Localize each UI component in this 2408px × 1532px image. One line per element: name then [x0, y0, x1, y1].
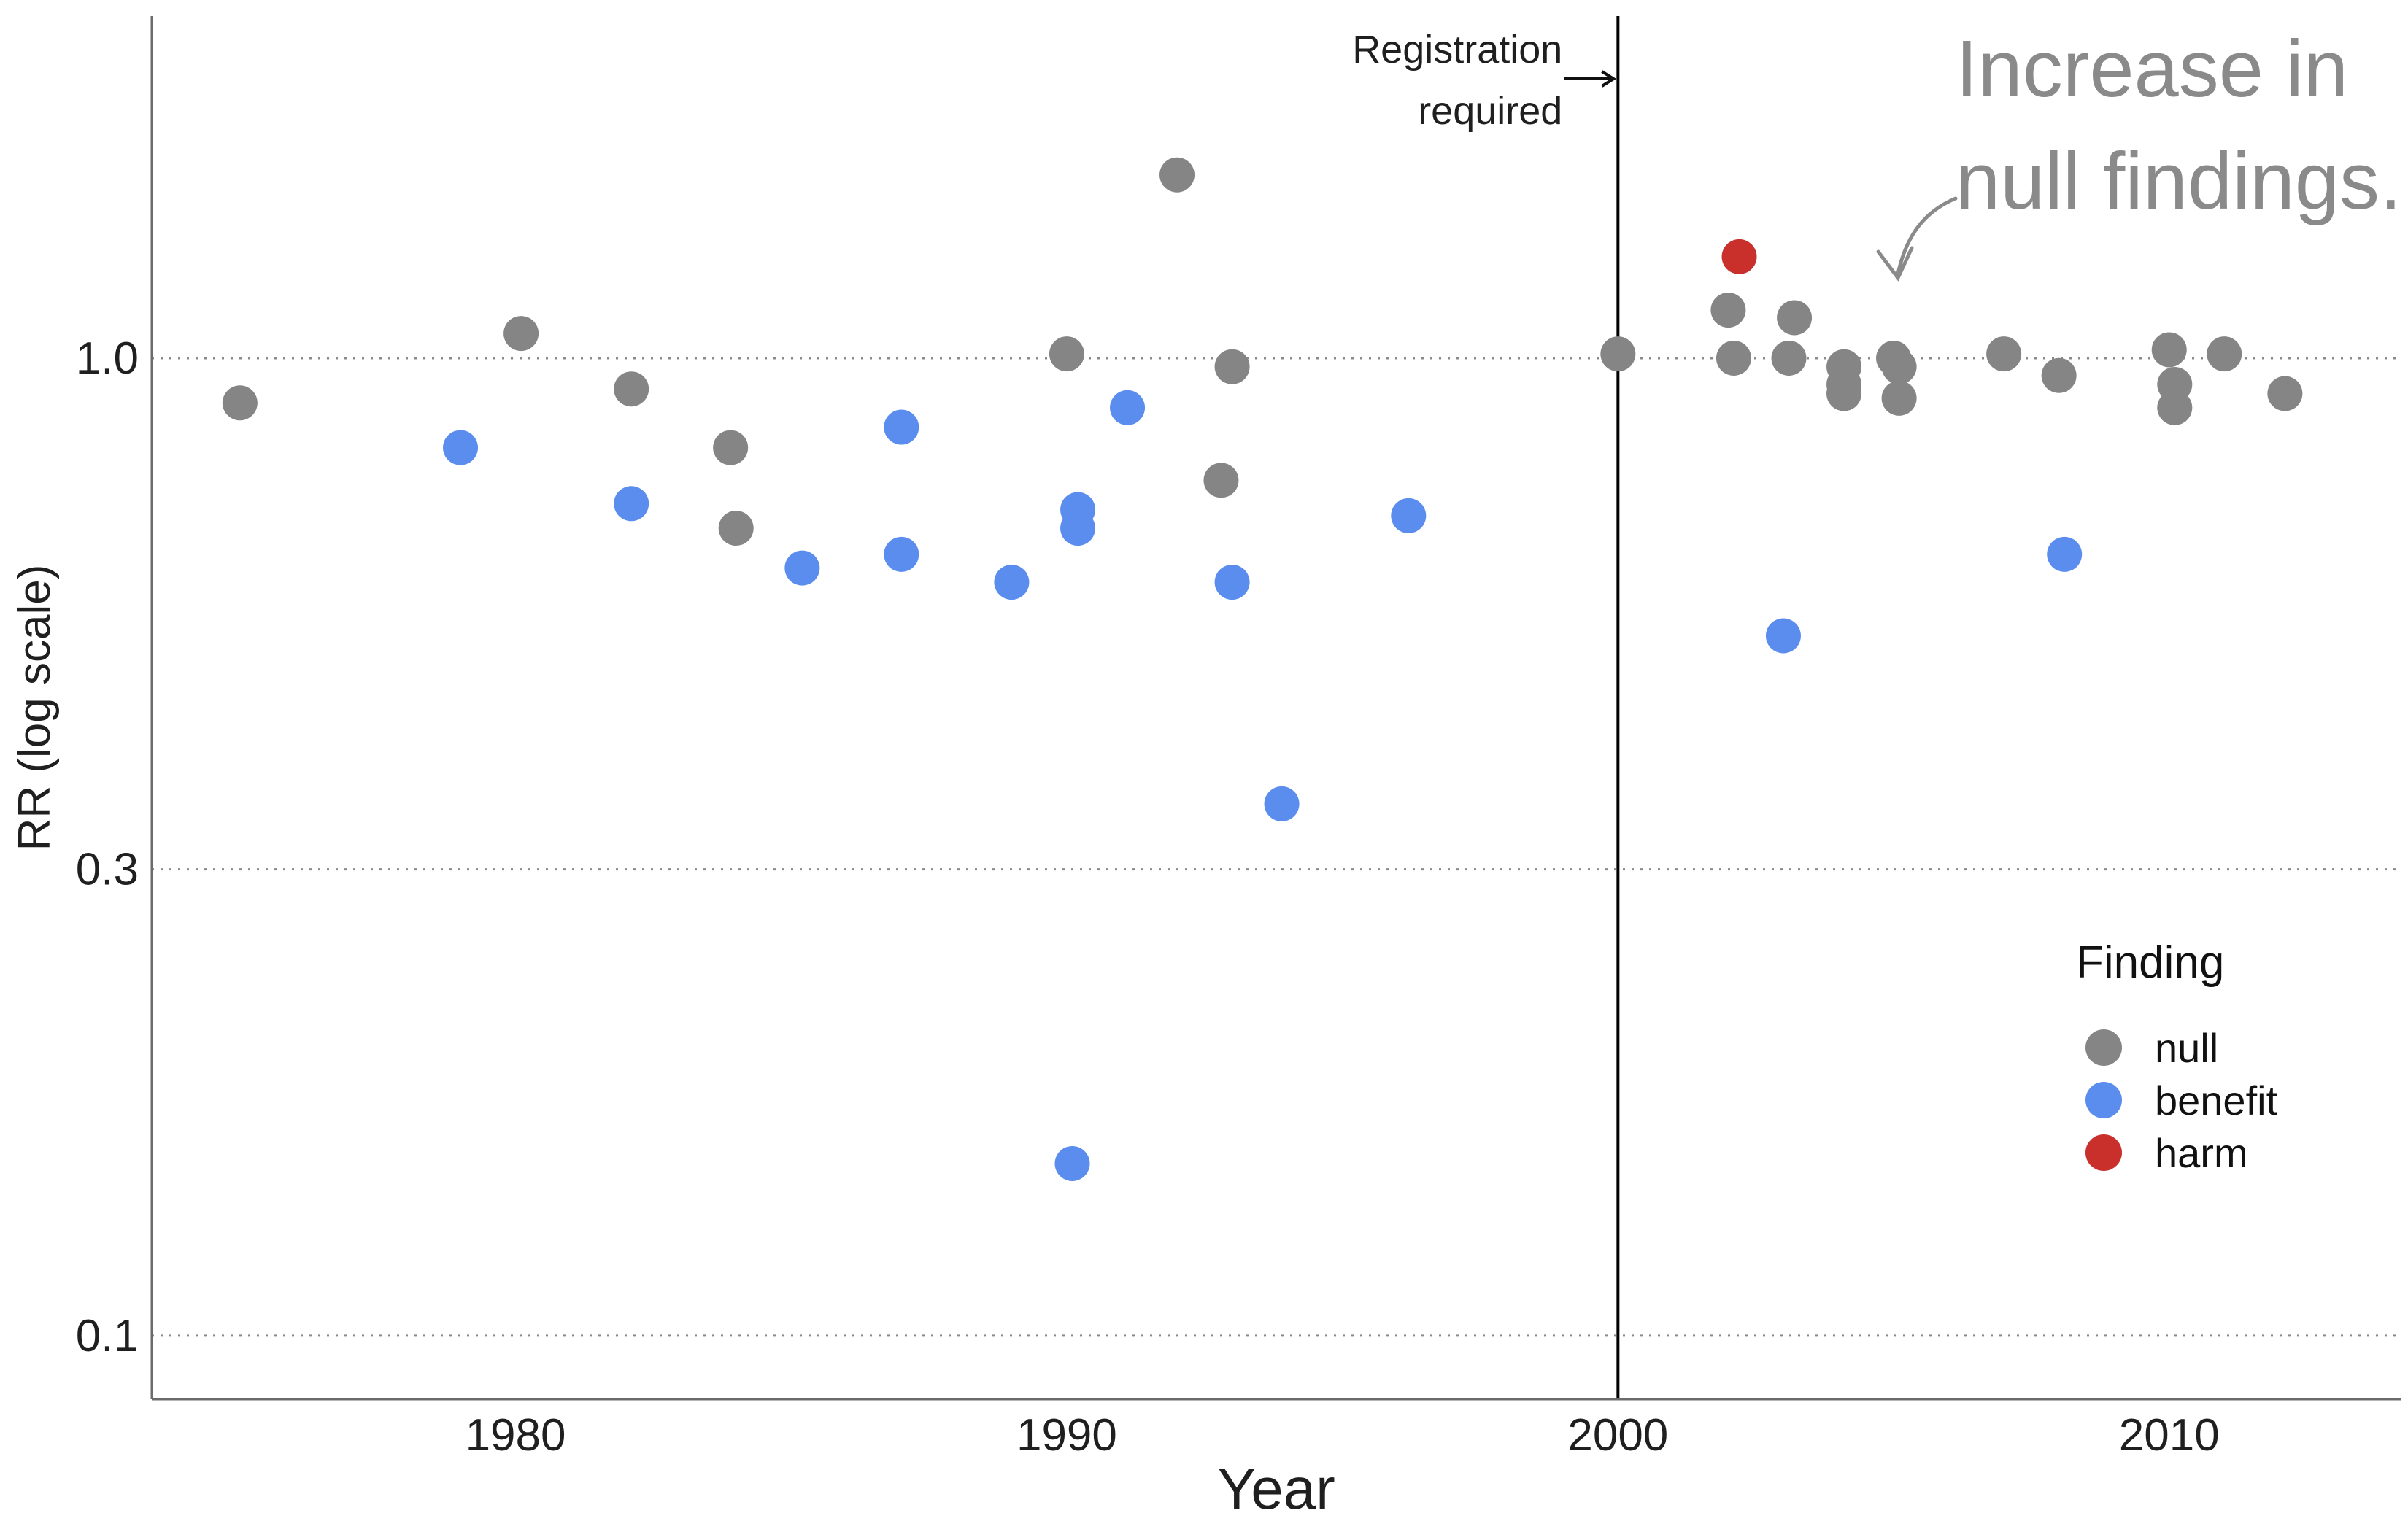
point-benefit	[884, 536, 919, 572]
point-null	[2151, 332, 2187, 368]
point-harm	[1721, 239, 1757, 274]
gridlines	[152, 357, 2401, 1337]
point-null	[614, 371, 649, 407]
legend-key-harm	[2085, 1134, 2122, 1171]
point-benefit	[2047, 536, 2083, 572]
point-null	[1214, 349, 1250, 384]
legend-label-benefit: benefit	[2155, 1078, 2278, 1123]
point-null	[1159, 157, 1195, 193]
axes	[150, 16, 2401, 1401]
registration-label-line1: Registration	[1352, 28, 1562, 71]
point-benefit	[1264, 786, 1300, 821]
point-null	[503, 316, 539, 352]
data-points	[222, 157, 2303, 1181]
x-tick-label: 1980	[466, 1410, 566, 1461]
point-null	[2041, 357, 2077, 393]
point-benefit	[1391, 498, 1427, 533]
point-benefit	[884, 409, 919, 445]
point-null	[1881, 349, 1917, 384]
point-null	[718, 511, 754, 546]
point-null	[1716, 340, 1751, 376]
registration-arrow-icon	[1564, 70, 1617, 88]
x-tick-label: 1990	[1016, 1410, 1117, 1461]
x-axis-title: Year	[1217, 1456, 1335, 1521]
x-tick-label: 2000	[1567, 1410, 1668, 1461]
annotation-line2: null findings.	[1956, 136, 2402, 226]
y-axis-title: RR (log scale)	[9, 565, 60, 851]
point-null	[2267, 376, 2303, 411]
point-null	[1826, 376, 1862, 411]
point-benefit	[1060, 511, 1096, 546]
point-null	[1049, 336, 1084, 372]
y-tick-label: 1.0	[76, 333, 139, 384]
point-benefit	[784, 550, 820, 586]
point-null	[1881, 380, 1917, 416]
point-null	[1986, 336, 2022, 372]
registration-label-line2: required	[1418, 89, 1562, 133]
point-null	[1600, 336, 1636, 372]
legend-key-null	[2085, 1029, 2122, 1066]
point-null	[2157, 390, 2193, 425]
point-null	[713, 430, 749, 465]
legend: Finding null benefit harm	[2076, 937, 2278, 1176]
legend-entries: null benefit harm	[2085, 1025, 2278, 1176]
point-null	[1203, 463, 1239, 498]
legend-label-null: null	[2155, 1025, 2218, 1071]
annotation-line1: Increase in	[1956, 24, 2348, 114]
legend-key-benefit	[2085, 1082, 2122, 1118]
point-null	[1771, 340, 1807, 376]
y-tick-label: 0.3	[76, 845, 139, 895]
x-tick-labels: 1980 1990 2000 2010	[466, 1410, 2220, 1461]
point-null	[2207, 336, 2242, 372]
legend-title: Finding	[2076, 937, 2224, 988]
point-null	[222, 385, 258, 421]
curved-arrow-icon	[1876, 196, 1958, 282]
point-benefit	[443, 430, 479, 465]
null-findings-annotation: Increase in null findings.	[1876, 24, 2402, 282]
x-tick-label: 2010	[2119, 1410, 2220, 1461]
point-null	[1710, 293, 1746, 328]
point-benefit	[1054, 1145, 1090, 1181]
point-null	[1777, 300, 1813, 336]
legend-label-harm: harm	[2155, 1130, 2248, 1176]
y-tick-labels: 0.1 0.3 1.0	[76, 333, 139, 1361]
point-benefit	[1110, 390, 1146, 425]
point-benefit	[614, 486, 649, 522]
point-benefit	[1765, 618, 1801, 654]
registration-annotation: Registration required	[1352, 28, 1617, 133]
point-benefit	[1214, 565, 1250, 600]
y-tick-label: 0.1	[76, 1311, 139, 1361]
point-benefit	[994, 565, 1030, 600]
